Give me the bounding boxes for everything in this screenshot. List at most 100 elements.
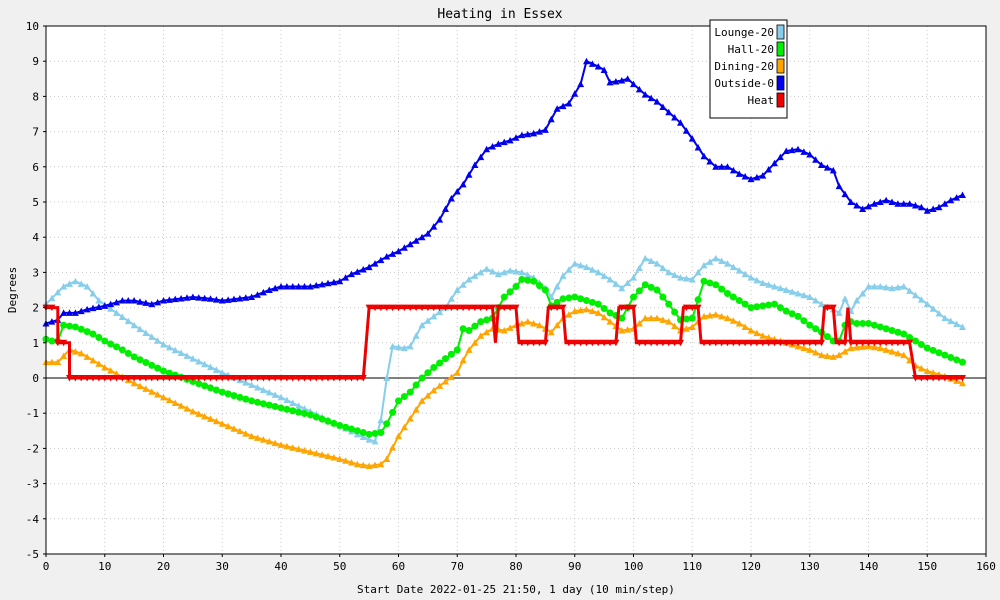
data-point xyxy=(700,277,708,285)
data-point xyxy=(212,375,220,382)
data-point xyxy=(741,300,749,308)
data-point xyxy=(494,270,502,278)
data-point xyxy=(348,270,355,278)
legend-label: Lounge-20 xyxy=(714,26,774,39)
data-point xyxy=(289,282,297,290)
data-point xyxy=(841,190,849,198)
data-point xyxy=(647,283,655,291)
data-point xyxy=(95,375,103,382)
data-point xyxy=(442,355,449,363)
data-point xyxy=(465,275,473,283)
data-point xyxy=(359,375,367,382)
data-point xyxy=(489,268,496,275)
data-point xyxy=(207,363,214,371)
data-point xyxy=(160,367,167,375)
data-point xyxy=(565,311,573,318)
data-point xyxy=(107,375,115,382)
data-point xyxy=(359,433,367,440)
data-point xyxy=(671,114,679,121)
data-point xyxy=(118,346,126,354)
data-point xyxy=(865,339,872,347)
data-point xyxy=(483,145,491,153)
data-point xyxy=(348,425,355,433)
data-point xyxy=(806,150,814,158)
data-point xyxy=(641,339,649,347)
data-point xyxy=(782,286,790,293)
data-point xyxy=(277,282,285,290)
data-point xyxy=(442,205,449,213)
data-point xyxy=(171,375,179,382)
data-point xyxy=(130,321,138,329)
data-point xyxy=(747,175,755,183)
data-point xyxy=(536,128,543,135)
data-point xyxy=(383,253,391,260)
data-point xyxy=(865,319,872,327)
data-point xyxy=(71,277,79,285)
data-point xyxy=(906,287,914,294)
data-point xyxy=(83,305,91,313)
data-point xyxy=(306,375,314,382)
data-point xyxy=(712,163,720,170)
data-point xyxy=(459,356,467,364)
data-point xyxy=(400,244,408,251)
data-point xyxy=(524,339,532,347)
data-point xyxy=(612,339,620,347)
data-point xyxy=(618,77,626,84)
data-point xyxy=(48,337,56,345)
data-point xyxy=(541,339,549,347)
data-point xyxy=(882,196,890,204)
data-point xyxy=(829,353,837,360)
data-point xyxy=(588,266,596,273)
data-point xyxy=(447,350,455,358)
data-point xyxy=(583,305,590,313)
data-point xyxy=(447,304,455,312)
data-point xyxy=(377,429,385,437)
data-point xyxy=(283,282,291,290)
data-point xyxy=(541,286,549,294)
data-point xyxy=(694,304,702,312)
data-point xyxy=(829,304,837,312)
data-point xyxy=(295,282,303,290)
data-point xyxy=(741,172,749,180)
data-point xyxy=(60,352,68,359)
data-point xyxy=(54,288,62,296)
data-point xyxy=(295,408,303,416)
data-point xyxy=(207,415,214,422)
data-point xyxy=(712,339,720,347)
data-point xyxy=(547,328,555,336)
data-point xyxy=(160,375,167,382)
data-point xyxy=(95,360,103,367)
data-point xyxy=(859,290,867,297)
data-point xyxy=(66,280,73,287)
data-point xyxy=(113,375,120,382)
data-point xyxy=(142,299,150,306)
data-point xyxy=(265,375,273,382)
data-point xyxy=(577,261,585,269)
data-point xyxy=(588,60,596,67)
data-point xyxy=(870,321,878,329)
data-point xyxy=(688,323,696,330)
y-tick-label: -3 xyxy=(26,478,39,491)
data-point xyxy=(136,298,144,305)
data-point xyxy=(312,281,320,289)
data-point xyxy=(148,375,156,382)
data-point xyxy=(383,455,391,462)
data-point xyxy=(48,318,56,325)
data-point xyxy=(624,279,632,286)
data-point xyxy=(148,361,156,369)
data-point xyxy=(318,280,326,288)
legend-swatch xyxy=(776,41,785,57)
data-point xyxy=(800,148,808,155)
data-point xyxy=(888,326,896,334)
x-tick-label: 50 xyxy=(333,560,346,573)
data-point xyxy=(659,264,667,271)
data-point xyxy=(800,291,808,299)
data-point xyxy=(729,339,737,347)
data-point xyxy=(712,254,720,262)
data-point xyxy=(630,274,637,281)
data-point xyxy=(201,412,209,420)
data-point xyxy=(512,134,520,141)
data-point xyxy=(553,282,561,290)
data-point xyxy=(295,445,303,453)
data-point xyxy=(735,170,743,177)
